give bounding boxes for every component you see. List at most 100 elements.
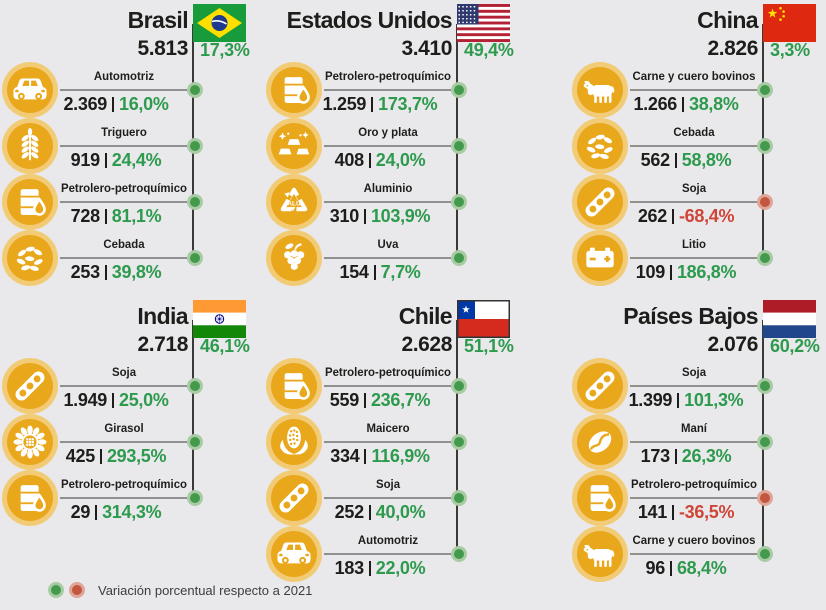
product-value: 408 xyxy=(334,150,364,170)
change-percent: 186,8% xyxy=(676,262,737,282)
brazil-flag xyxy=(193,4,246,42)
product-value: 262 xyxy=(637,206,667,226)
oil-barrel-icon xyxy=(2,174,58,230)
connector-line xyxy=(630,89,764,91)
connector-line xyxy=(324,385,458,387)
country-total-change: 46,1% xyxy=(200,336,250,356)
product-label: Soja xyxy=(111,365,137,379)
soybean-icon xyxy=(572,358,628,414)
change-percent: 26,3% xyxy=(681,446,732,466)
oil-barrel-icon xyxy=(2,470,58,526)
product-label: Aluminio xyxy=(363,181,413,195)
legend-label: Variación porcentual respecto a 2021 xyxy=(98,582,313,598)
product-value-row: 183 22,0% xyxy=(298,558,462,579)
product-row: Maní 173 26,3% xyxy=(572,414,826,470)
product-value-row: 1.949 25,0% xyxy=(34,390,198,411)
country-name: India xyxy=(137,303,188,329)
change-percent: 81,1% xyxy=(111,206,162,226)
product-value: 29 xyxy=(70,502,91,522)
product-value-row: 425 293,5% xyxy=(34,446,198,467)
product-value-row: 1.259 173,7% xyxy=(298,94,462,115)
product-label: Maní xyxy=(681,421,707,435)
product-value: 141 xyxy=(637,502,667,522)
change-percent: 103,9% xyxy=(370,206,431,226)
product-row: Soja 1.949 25,0% xyxy=(2,358,268,414)
change-percent: 39,8% xyxy=(111,262,162,282)
connector-line xyxy=(324,553,458,555)
change-dot xyxy=(757,194,773,210)
separator xyxy=(674,153,677,168)
change-dot xyxy=(187,82,203,98)
connector-line xyxy=(60,257,194,259)
change-dot xyxy=(451,194,467,210)
change-percent: 40,0% xyxy=(375,502,426,522)
change-percent: 236,7% xyxy=(370,390,431,410)
change-dot xyxy=(187,378,203,394)
cow-icon xyxy=(572,62,628,118)
connector-line xyxy=(324,497,458,499)
product-label: Maicero xyxy=(366,421,410,435)
country-total-change: 60,2% xyxy=(770,336,820,356)
separator xyxy=(677,393,680,408)
product-value: 559 xyxy=(329,390,359,410)
country-name: Estados Unidos xyxy=(286,7,453,33)
usa-flag xyxy=(457,4,510,42)
product-value-row: 334 116,9% xyxy=(298,446,462,467)
change-dot xyxy=(757,546,773,562)
country-panel-chile: Chile 2.628 51,1% Petrolero-petroquímico… xyxy=(264,296,534,590)
connector-line xyxy=(60,201,194,203)
product-row: Carne y cuero bovinos 1.266 38,8% xyxy=(572,62,826,118)
change-percent: 173,7% xyxy=(378,94,438,114)
change-dot xyxy=(187,194,203,210)
country-total-change: 17,3% xyxy=(200,40,250,60)
country-name: Chile xyxy=(398,303,453,329)
product-row: Petrolero-petroquímico 559 236,7% xyxy=(266,358,532,414)
country-total: 2.718 xyxy=(137,333,188,356)
product-row: Soja 262 -68,4% xyxy=(572,174,826,230)
change-percent: 22,0% xyxy=(375,558,426,578)
product-row: Cebada 562 58,8% xyxy=(572,118,826,174)
separator xyxy=(112,97,114,112)
product-value: 334 xyxy=(330,446,360,466)
country-total: 2.076 xyxy=(707,333,758,356)
change-percent: 16,0% xyxy=(119,94,169,114)
connector-line xyxy=(324,145,458,147)
netherlands-flag xyxy=(763,300,816,338)
separator xyxy=(99,449,102,464)
separator xyxy=(669,265,672,280)
product-value-row: 109 186,8% xyxy=(604,262,768,283)
product-value-row: 253 39,8% xyxy=(34,262,198,283)
product-label: Petrolero-petroquímico xyxy=(630,477,758,491)
car-icon xyxy=(266,526,322,582)
product-value: 173 xyxy=(640,446,670,466)
connector-line xyxy=(324,201,458,203)
change-dot xyxy=(451,434,467,450)
product-label: Automotriz xyxy=(93,69,155,83)
product-row: Petrolero-petroquímico 29 314,3% xyxy=(2,470,268,526)
product-value: 252 xyxy=(334,502,364,522)
product-value: 1.399 xyxy=(628,390,673,410)
connector-vertical-line xyxy=(192,320,194,499)
wheat-icon xyxy=(2,118,58,174)
product-value: 1.259 xyxy=(322,94,367,114)
product-row: Maicero 334 116,9% xyxy=(266,414,532,470)
connector-line xyxy=(60,385,194,387)
connector-line xyxy=(630,201,764,203)
legend-red-dot xyxy=(69,582,85,598)
product-row: Girasol 425 293,5% xyxy=(2,414,268,470)
change-dot xyxy=(451,378,467,394)
change-dot xyxy=(187,138,203,154)
country-panel-estados-unidos: Estados Unidos 3.410 49,4% Petrolero-pet… xyxy=(264,0,534,294)
product-value: 154 xyxy=(339,262,369,282)
country-total-change: 51,1% xyxy=(464,336,514,356)
change-dot xyxy=(187,434,203,450)
country-panel-paises-bajos: Países Bajos 2.076 60,2% Soja 1.399 101,3… xyxy=(570,296,826,590)
country-panel-india: India 2.718 46,1% Soja 1.949 25,0% Giraso… xyxy=(0,296,270,590)
product-value-row: 2.369 16,0% xyxy=(34,94,198,115)
change-percent: -68,4% xyxy=(678,206,735,226)
product-row: Petrolero-petroquímico 141 -36,5% xyxy=(572,470,826,526)
change-dot xyxy=(451,250,467,266)
sunflower-icon xyxy=(2,414,58,470)
separator xyxy=(95,505,98,520)
connector-line xyxy=(630,497,764,499)
